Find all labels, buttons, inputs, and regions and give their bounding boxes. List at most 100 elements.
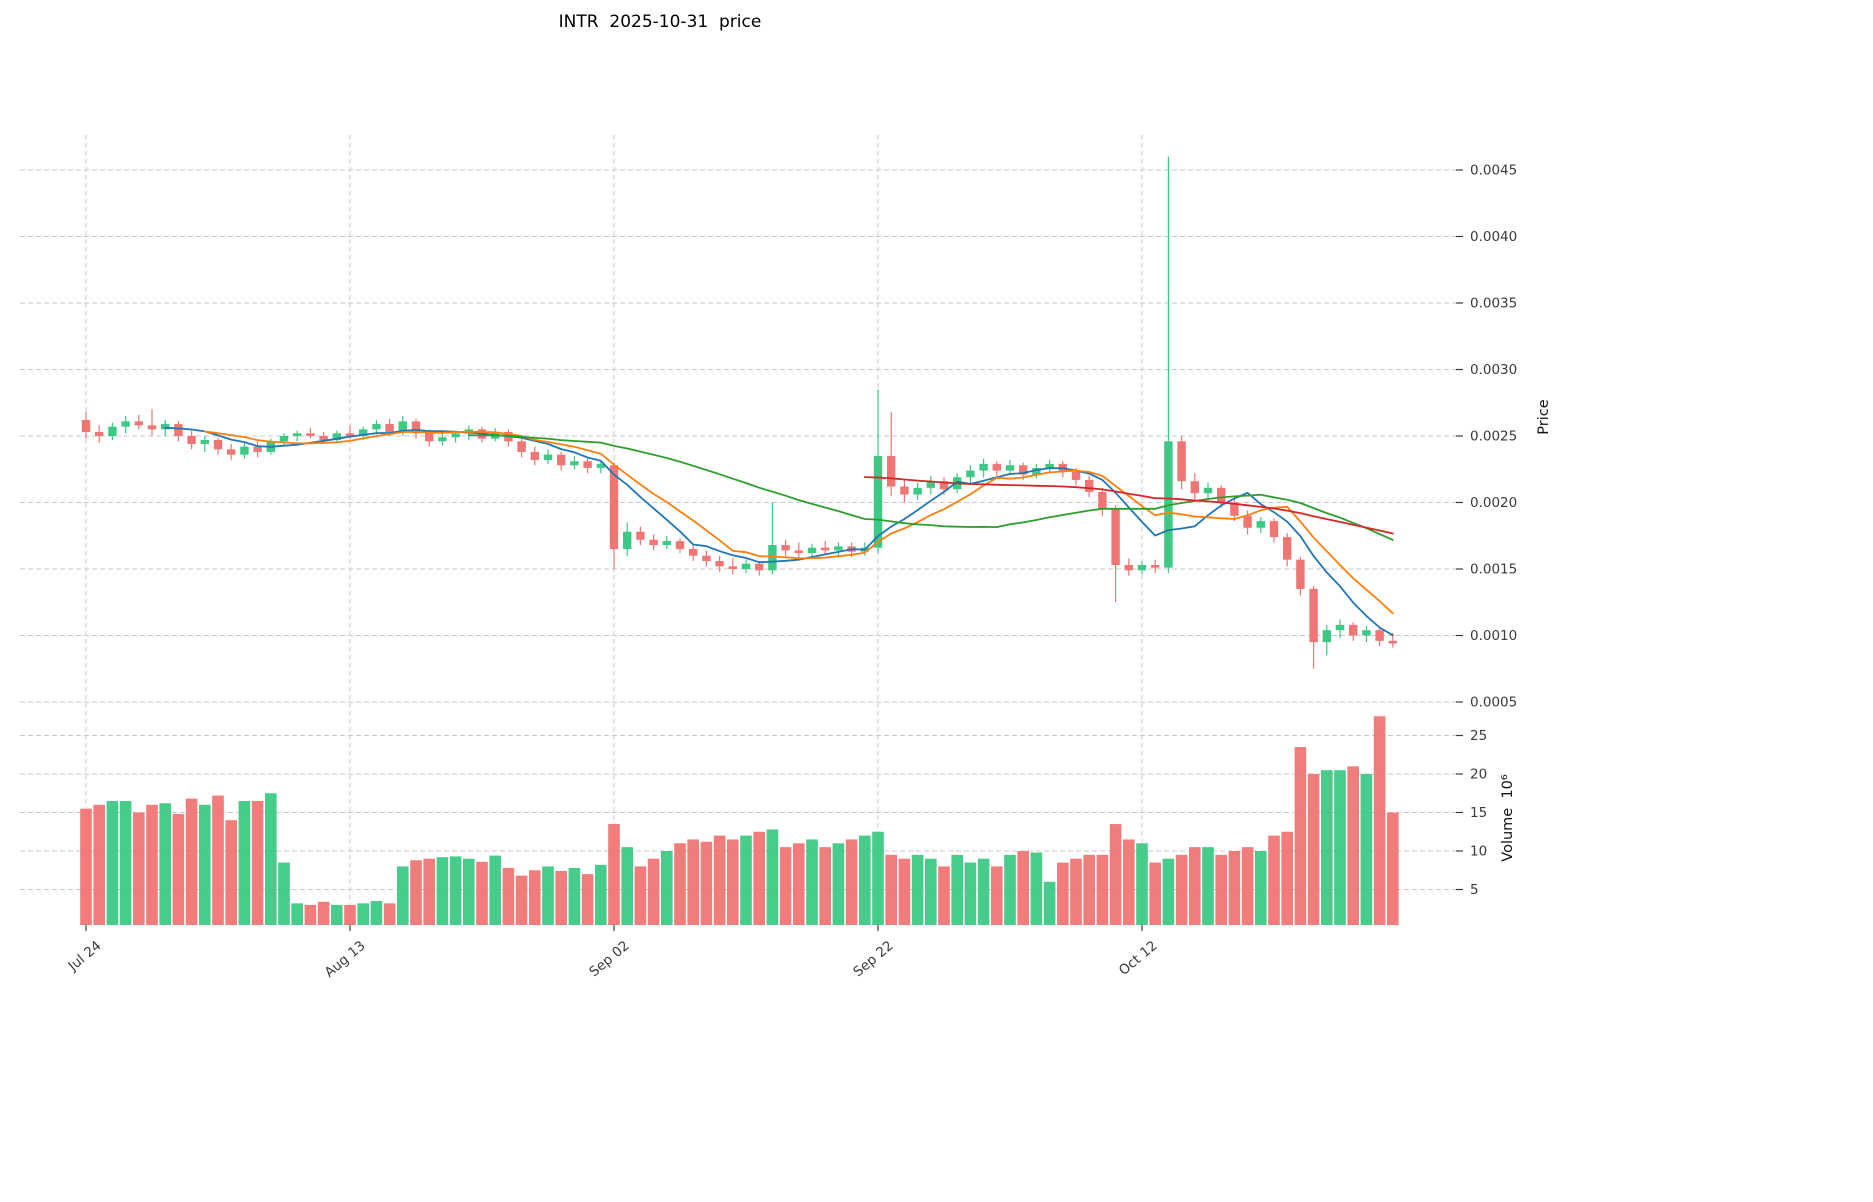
candle-body: [755, 563, 764, 571]
candle-body: [1322, 630, 1331, 643]
candle-body: [966, 470, 975, 478]
volume-bar: [265, 793, 277, 925]
volume-bar: [911, 854, 924, 925]
ma-line-ma7: [164, 426, 1394, 637]
volume-bar: [951, 854, 963, 925]
volume-bar: [1030, 852, 1043, 925]
price-tick-label: 0.0045: [1470, 163, 1517, 179]
volume-bar: [542, 866, 554, 925]
candle-body: [1375, 630, 1384, 641]
candle-body: [306, 433, 315, 436]
candle-body: [1335, 624, 1345, 631]
volume-bar: [674, 843, 686, 925]
volume-bar: [925, 858, 937, 925]
candle-body: [372, 424, 381, 430]
volume-bar: [964, 862, 977, 925]
candle-body: [1177, 441, 1186, 482]
candle-body: [227, 449, 236, 455]
volume-bar: [251, 800, 264, 925]
volume-bar: [410, 860, 422, 925]
volume-bar: [1268, 835, 1280, 925]
volume-bar: [806, 839, 818, 925]
volume-bar: [885, 854, 897, 925]
volume-bar: [119, 800, 132, 925]
candle-body: [187, 436, 196, 444]
volume-bar: [436, 857, 449, 925]
volume-bar: [1083, 854, 1095, 925]
volume-bar: [938, 866, 950, 925]
volume-bar: [859, 835, 871, 925]
volume-bar: [595, 864, 607, 925]
volume-bar: [1255, 851, 1267, 925]
price-tick-label: 0.0030: [1470, 362, 1517, 378]
date-tick-label: Sep 02: [586, 938, 632, 980]
candle-body: [279, 436, 289, 442]
candle-body: [1111, 509, 1120, 566]
date-tick-label: Jul 24: [65, 938, 105, 975]
candle-body: [557, 454, 566, 466]
volume-bar: [225, 820, 237, 925]
volume-bar: [106, 800, 119, 925]
candle-body: [1032, 467, 1041, 475]
volume-bar: [621, 847, 633, 925]
candle-body: [689, 549, 698, 556]
volume-bar: [1294, 747, 1307, 925]
candle-body: [741, 563, 751, 569]
volume-bar: [146, 804, 158, 925]
volume-bar: [1228, 851, 1241, 925]
volume-bar: [238, 800, 251, 925]
candle-body: [385, 424, 394, 433]
volume-bar: [423, 858, 435, 925]
volume-tick-label: 15: [1470, 805, 1487, 821]
price-tick-label: 0.0010: [1470, 628, 1517, 644]
candle-body: [926, 481, 935, 488]
volume-bar: [1162, 858, 1175, 925]
volume-bar: [1017, 851, 1029, 925]
candle-body: [623, 531, 632, 550]
candle-body: [1071, 471, 1081, 480]
candle-body: [1283, 537, 1292, 560]
candle-body: [1203, 487, 1213, 494]
candle-body: [913, 487, 922, 495]
volume-tick-label: 20: [1470, 767, 1487, 783]
candle-body: [1230, 502, 1239, 516]
volume-bar: [1321, 770, 1333, 925]
volume-bar: [766, 829, 779, 925]
volume-bar: [1360, 774, 1373, 925]
candle-body: [609, 465, 619, 550]
candle-body: [319, 436, 328, 440]
volume-bar: [1109, 824, 1122, 925]
candle-body: [332, 433, 341, 440]
date-tick-label: Oct 12: [1116, 938, 1161, 979]
candle-body: [1388, 640, 1397, 644]
volume-bar: [1175, 854, 1188, 925]
volume-bar: [1149, 862, 1161, 925]
price-tick-label: 0.0005: [1470, 695, 1517, 711]
volume-bar: [1136, 843, 1148, 925]
candle-body: [1217, 487, 1226, 503]
candle-body: [213, 439, 223, 450]
candle-body: [979, 463, 988, 471]
volume-bar: [1373, 716, 1386, 925]
ma-line-ma10: [203, 430, 1394, 615]
volume-bar: [159, 803, 171, 925]
candle-body: [807, 547, 817, 554]
volume-bar: [1334, 770, 1346, 925]
candle-body: [939, 481, 949, 490]
volume-axis-label: Volume 10⁶: [1500, 774, 1516, 862]
volume-bar: [133, 812, 145, 925]
candle-body: [293, 433, 302, 436]
candle-body: [873, 455, 883, 548]
volume-bar: [898, 858, 911, 925]
volume-bar: [779, 847, 792, 925]
volume-bar: [529, 870, 541, 925]
candle-body: [411, 421, 421, 434]
date-tick-label: Sep 22: [850, 938, 896, 980]
candle-body: [794, 550, 803, 554]
volume-bar: [661, 851, 673, 925]
candle-body: [1019, 465, 1028, 475]
candle-body: [543, 454, 553, 460]
candle-body: [649, 539, 658, 546]
